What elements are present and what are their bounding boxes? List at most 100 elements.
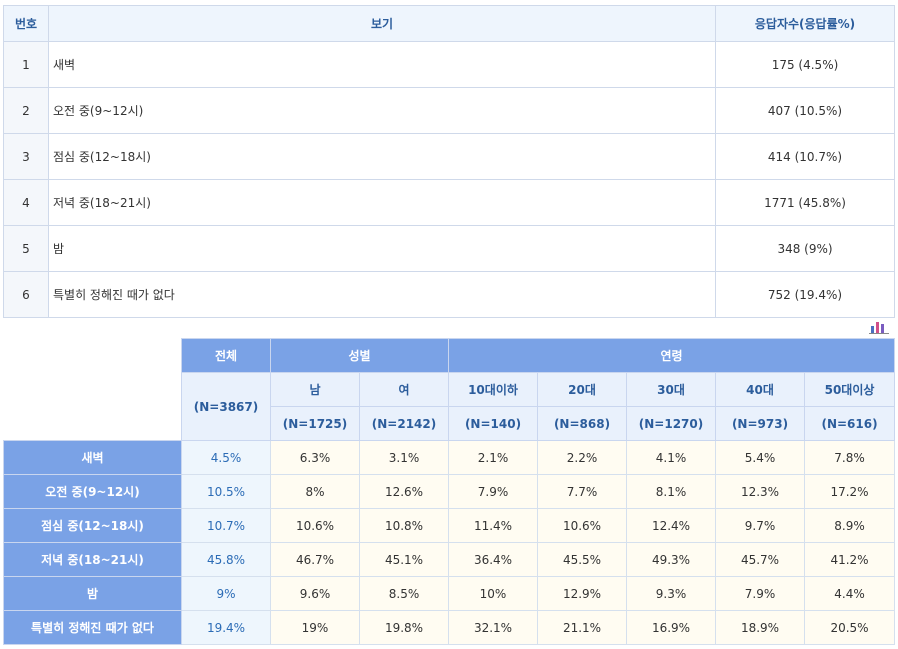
cell-value: 7.9%: [715, 576, 805, 611]
row-number: 2: [3, 87, 49, 134]
cell-value: 19.8%: [359, 610, 449, 645]
row-number: 4: [3, 179, 49, 226]
cell-value: 10.6%: [270, 508, 360, 543]
cell-total: 19.4%: [181, 610, 271, 645]
cell-value: 7.9%: [448, 474, 538, 509]
table-row: 4 저녁 중(18~21시) 1771 (45.8%): [3, 179, 895, 226]
cell-value: 46.7%: [270, 542, 360, 577]
cell-value: 12.6%: [359, 474, 449, 509]
cell-value: 41.2%: [803, 542, 896, 577]
cell-value: 8.1%: [626, 474, 716, 509]
cell-value: 12.9%: [537, 576, 627, 611]
header-number: 번호: [3, 5, 49, 42]
cell-value: 19%: [270, 610, 360, 645]
cell-value: 16.9%: [626, 610, 716, 645]
row-label: 점심 중(12~18시): [3, 508, 182, 543]
cell-value: 6.3%: [270, 440, 360, 475]
table-row: 밤 9% 9.6% 8.5% 10% 12.9% 9.3% 7.9% 4.4%: [3, 576, 896, 611]
bar-chart-icon[interactable]: [869, 319, 889, 334]
row-label: 밤: [3, 576, 182, 611]
table-row: 2 오전 중(9~12시) 407 (10.5%): [3, 87, 895, 134]
row-option: 점심 중(12~18시): [48, 133, 716, 180]
cell-value: 12.3%: [715, 474, 805, 509]
row-label: 오전 중(9~12시): [3, 474, 182, 509]
header-age-n-1: (N=868): [537, 406, 627, 441]
row-label: 저녁 중(18~21시): [3, 542, 182, 577]
table-row: 1 새벽 175 (4.5%): [3, 41, 895, 88]
response-table: 번호 보기 응답자수(응답률%) 1 새벽 175 (4.5%) 2 오전 중(9~12…: [3, 5, 895, 318]
header-female-n: (N=2142): [359, 406, 449, 441]
cell-value: 4.4%: [803, 576, 896, 611]
cell-value: 7.7%: [537, 474, 627, 509]
cell-value: 32.1%: [448, 610, 538, 645]
cell-value: 2.2%: [537, 440, 627, 475]
response-table-header: 번호 보기 응답자수(응답률%): [3, 5, 895, 42]
row-label: 새벽: [3, 440, 182, 475]
row-response: 175 (4.5%): [715, 41, 895, 88]
row-option: 밤: [48, 225, 716, 272]
cell-value: 20.5%: [803, 610, 896, 645]
header-age-0: 10대이하: [448, 372, 538, 407]
row-number: 1: [3, 41, 49, 88]
table-row: 5 밤 348 (9%): [3, 225, 895, 272]
header-age: 연령: [447, 338, 896, 373]
cell-value: 2.1%: [448, 440, 538, 475]
cell-value: 10.8%: [359, 508, 449, 543]
cell-value: 12.4%: [626, 508, 716, 543]
table-row: 저녁 중(18~21시) 45.8% 46.7% 45.1% 36.4% 45.5% 49.…: [3, 542, 896, 577]
cell-value: 45.7%: [715, 542, 805, 577]
row-number: 5: [3, 225, 49, 272]
header-age-n-4: (N=616): [803, 406, 896, 441]
row-number: 6: [3, 271, 49, 318]
cell-value: 8.5%: [359, 576, 449, 611]
crosstab-corner: [3, 338, 182, 441]
cell-value: 45.1%: [359, 542, 449, 577]
header-total: 전체: [181, 338, 271, 373]
row-response: 1771 (45.8%): [715, 179, 895, 226]
header-age-n-2: (N=1270): [626, 406, 716, 441]
header-age-n-0: (N=140): [448, 406, 538, 441]
row-response: 414 (10.7%): [715, 133, 895, 180]
cell-value: 9.7%: [715, 508, 805, 543]
row-option: 저녁 중(18~21시): [48, 179, 716, 226]
cell-value: 10.6%: [537, 508, 627, 543]
cell-value: 17.2%: [803, 474, 896, 509]
cell-value: 18.9%: [715, 610, 805, 645]
header-response: 응답자수(응답률%): [715, 5, 895, 42]
cell-value: 8%: [270, 474, 360, 509]
cell-value: 9.6%: [270, 576, 360, 611]
crosstab-table: 전체 성별 연령 (N=3867) 남 여 10대이하 20대 30대 40대 …: [3, 338, 896, 645]
header-age-2: 30대: [626, 372, 716, 407]
row-response: 752 (19.4%): [715, 271, 895, 318]
row-label: 특별히 정해진 때가 없다: [3, 610, 182, 645]
table-row: 3 점심 중(12~18시) 414 (10.7%): [3, 133, 895, 180]
cell-value: 9.3%: [626, 576, 716, 611]
table-row: 특별히 정해진 때가 없다 19.4% 19% 19.8% 32.1% 21.1% 16.9…: [3, 610, 896, 645]
cell-value: 10%: [448, 576, 538, 611]
table-row: 점심 중(12~18시) 10.7% 10.6% 10.8% 11.4% 10.6% 12.…: [3, 508, 896, 543]
header-age-3: 40대: [715, 372, 805, 407]
cell-value: 3.1%: [359, 440, 449, 475]
cell-value: 21.1%: [537, 610, 627, 645]
row-option: 특별히 정해진 때가 없다: [48, 271, 716, 318]
cell-value: 45.5%: [537, 542, 627, 577]
cell-value: 36.4%: [448, 542, 538, 577]
cell-value: 11.4%: [448, 508, 538, 543]
cell-value: 8.9%: [803, 508, 896, 543]
row-response: 348 (9%): [715, 225, 895, 272]
cell-value: 49.3%: [626, 542, 716, 577]
cell-value: 5.4%: [715, 440, 805, 475]
row-option: 새벽: [48, 41, 716, 88]
header-option: 보기: [48, 5, 716, 42]
header-total-n: (N=3867): [181, 372, 271, 441]
cell-total: 10.7%: [181, 508, 271, 543]
header-male-n: (N=1725): [270, 406, 360, 441]
cell-total: 45.8%: [181, 542, 271, 577]
cell-value: 4.1%: [626, 440, 716, 475]
row-response: 407 (10.5%): [715, 87, 895, 134]
table-row: 6 특별히 정해진 때가 없다 752 (19.4%): [3, 271, 895, 318]
table-row: 오전 중(9~12시) 10.5% 8% 12.6% 7.9% 7.7% 8.1% 12.3%…: [3, 474, 896, 509]
cell-total: 9%: [181, 576, 271, 611]
cell-total: 4.5%: [181, 440, 271, 475]
header-gender: 성별: [270, 338, 449, 373]
